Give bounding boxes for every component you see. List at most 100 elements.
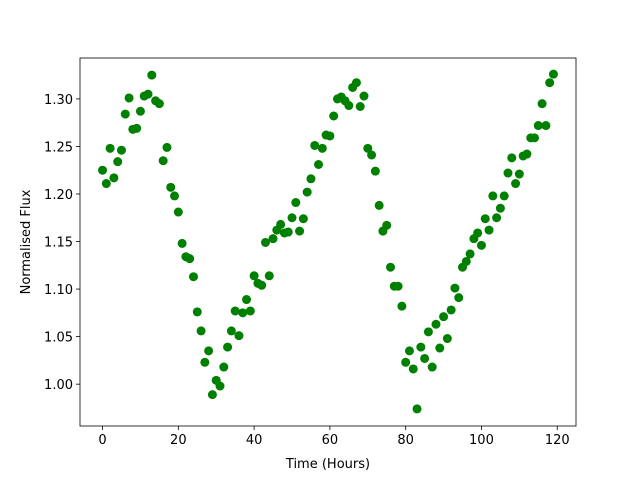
point [177,238,187,248]
point [473,228,483,238]
point [120,109,130,119]
point [329,111,339,121]
point [249,271,259,281]
point [537,99,547,109]
point [166,182,176,192]
point [533,121,543,131]
point [215,381,225,391]
point [143,89,153,99]
y-tick-label: 1.30 [44,93,73,108]
point [204,346,214,356]
y-axis-label: Normalised Flux [19,189,34,294]
point [507,153,517,163]
point [314,160,324,170]
point [386,262,396,272]
point [162,142,172,152]
point [257,280,267,290]
x-tick-label: 60 [322,433,339,448]
point [420,353,430,363]
point [200,357,210,367]
x-tick-label: 40 [246,433,263,448]
point [170,191,180,201]
point [310,140,320,150]
point [450,283,460,293]
point [105,143,115,153]
point [416,342,426,352]
point [488,191,498,201]
point [192,307,202,317]
point [393,281,403,291]
point [317,143,327,153]
point [545,78,555,88]
y-tick-label: 1.00 [44,378,73,393]
y-tick-label: 1.20 [44,188,73,203]
point [245,306,255,316]
point [530,133,540,143]
point [465,249,475,259]
y-tick-label: 1.25 [44,140,73,155]
point [109,173,119,183]
point [173,207,183,217]
point [135,106,145,116]
point [370,166,380,176]
point [116,145,126,155]
point [101,179,111,189]
point [325,131,335,141]
point [234,331,244,341]
point [295,226,305,236]
x-axis-label: Time (Hours) [285,457,370,472]
point [124,93,134,103]
point [484,225,494,235]
point [423,327,433,337]
point [207,390,217,400]
point [287,213,297,223]
y-tick-label: 1.10 [44,283,73,298]
point [196,326,206,336]
plot-frame [79,57,577,427]
point [374,200,384,210]
x-tick-label: 0 [98,433,106,448]
point [283,227,293,237]
point [404,346,414,356]
point [242,295,252,305]
x-tick-label: 20 [170,433,187,448]
point [264,271,274,281]
point [492,213,502,223]
point [230,306,240,316]
x-tick-label: 100 [469,433,494,448]
point [476,240,486,250]
point [442,334,452,344]
point [480,214,490,224]
point [522,149,532,159]
point [382,220,392,230]
point [238,308,248,318]
point [435,343,445,353]
point [226,326,236,336]
point [154,99,164,109]
point [367,150,377,160]
point [147,70,157,80]
point [260,237,270,247]
point [412,404,422,414]
point [495,203,505,213]
point [499,191,509,201]
point [351,78,361,88]
point [431,319,441,329]
point [541,121,551,131]
y-tick-label: 1.05 [44,331,73,346]
point [511,179,521,189]
point [548,69,558,79]
point [408,364,418,374]
point [514,169,524,179]
point [355,101,365,111]
point [113,157,123,167]
point [344,101,354,111]
point [439,312,449,322]
point [306,174,316,184]
x-tick-label: 120 [545,433,570,448]
point [158,156,168,166]
point [363,143,373,153]
point [132,123,142,133]
point [219,362,229,372]
